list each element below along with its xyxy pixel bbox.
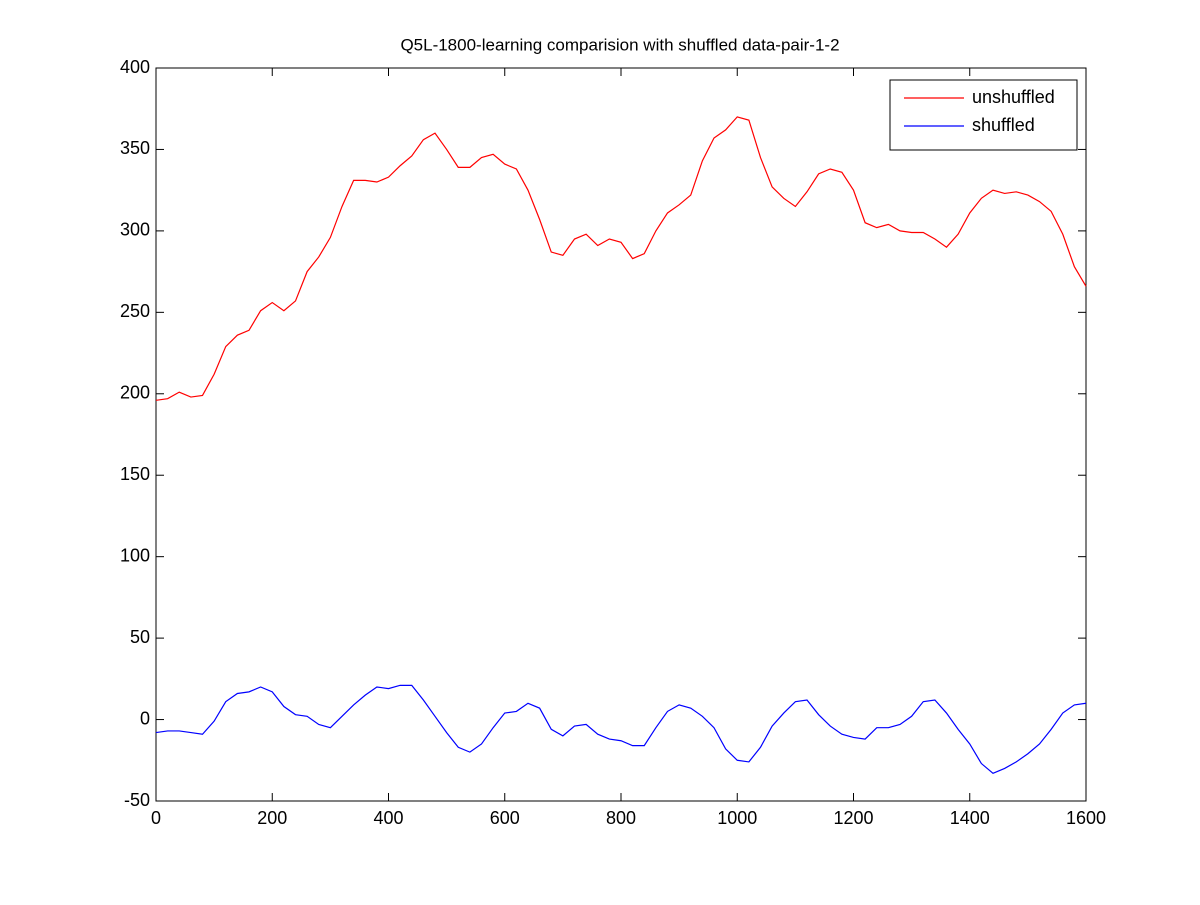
y-tick-label: 350	[120, 138, 150, 158]
y-tick-label: 150	[120, 464, 150, 484]
chart-title: Q5L-1800-learning comparision with shuff…	[400, 35, 839, 54]
data-line	[155, 684, 1087, 775]
x-tick-label: 400	[373, 808, 403, 828]
y-tick-label: 400	[120, 57, 150, 77]
y-tick-label: 100	[120, 545, 150, 565]
data-line	[155, 116, 1087, 401]
y-tick-label: 250	[120, 301, 150, 321]
x-tick-label: 0	[151, 808, 161, 828]
x-tick-label: 1200	[833, 808, 873, 828]
legend-label: shuffled	[972, 115, 1035, 135]
x-tick-label: 800	[606, 808, 636, 828]
y-tick-label: 200	[120, 383, 150, 403]
x-tick-label: 600	[490, 808, 520, 828]
y-tick-label: 50	[130, 627, 150, 647]
y-tick-label: 0	[140, 708, 150, 728]
legend-box	[889, 79, 1078, 151]
x-tick-label: 200	[257, 808, 287, 828]
x-tick-label: 1000	[717, 808, 757, 828]
x-tick-label: 1600	[1066, 808, 1106, 828]
legend-label: unshuffled	[972, 87, 1055, 107]
y-tick-label: 300	[120, 220, 150, 240]
x-tick-label: 1400	[950, 808, 990, 828]
y-tick-label: -50	[124, 790, 150, 810]
